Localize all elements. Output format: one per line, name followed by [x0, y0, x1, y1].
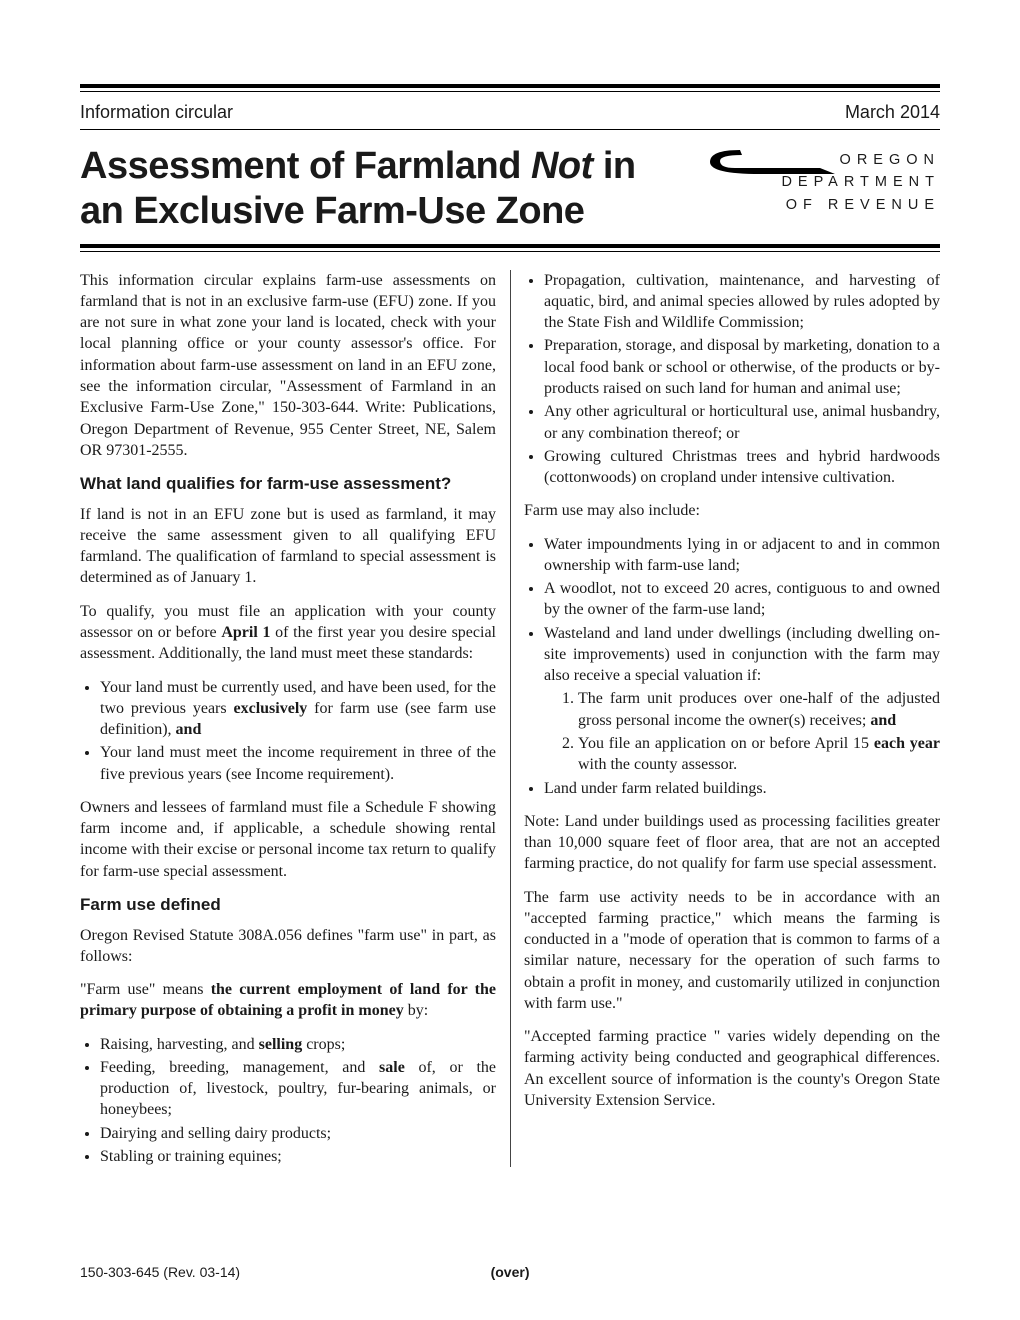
- u1c: crops;: [302, 1036, 345, 1053]
- title-em: Not: [531, 145, 593, 187]
- use-item-3: Dairying and selling dairy products;: [100, 1123, 496, 1144]
- use-item-4: Stabling or training equines;: [100, 1146, 496, 1167]
- q1b: exclusively: [234, 700, 308, 717]
- footer: 150-303-645 (Rev. 03-14) (over): [80, 1264, 940, 1280]
- use-item-6: Preparation, storage, and disposal by ma…: [544, 335, 940, 399]
- para-note: Note: Land under buildings used as proce…: [524, 811, 940, 875]
- i31b: and: [870, 712, 896, 729]
- dept-l2: DEPARTMENT: [781, 174, 940, 190]
- dept-l1: OREGON: [840, 152, 940, 168]
- title-line2: an Exclusive Farm-Use Zone: [80, 190, 584, 232]
- para-statute: Oregon Revised Statute 308A.056 defines …: [80, 925, 496, 968]
- include-list: Water impoundments lying in or adjacent …: [524, 534, 940, 799]
- para-qualify-1: If land is not in an EFU zone but is use…: [80, 504, 496, 589]
- inc3-sub-1: The farm unit produces over one-half of …: [578, 688, 940, 731]
- u2a: Feeding, breeding, management, and: [100, 1059, 379, 1076]
- i32c: with the county assessor.: [578, 756, 737, 773]
- dept-block: OREGON DEPARTMENT OF REVENUE: [700, 144, 940, 216]
- body-columns: This information circular explains farm-…: [80, 270, 940, 1168]
- title-pre: Assessment of Farmland: [80, 145, 531, 187]
- qualify-list: Your land must be currently used, and ha…: [80, 677, 496, 785]
- u2b: sale: [379, 1059, 405, 1076]
- inc-item-4: Land under farm related buildings.: [544, 778, 940, 799]
- inc3-sublist: The farm unit produces over one-half of …: [544, 688, 940, 775]
- para-schedule-f: Owners and lessees of farmland must file…: [80, 797, 496, 882]
- inc-item-1: Water impoundments lying in or adjacent …: [544, 534, 940, 577]
- top-rule-thick: [80, 84, 940, 88]
- farm-use-list-b: Propagation, cultivation, maintenance, a…: [524, 270, 940, 489]
- dept-l3: OF REVENUE: [786, 197, 940, 213]
- qualify-item-2: Your land must meet the income requireme…: [100, 742, 496, 785]
- title-rule-thin: [80, 251, 940, 252]
- para-farm-use-means: "Farm use" means the current employment …: [80, 979, 496, 1022]
- inc-item-2: A woodlot, not to exceed 20 acres, conti…: [544, 578, 940, 621]
- i32a: You file an application on or before Apr…: [578, 735, 874, 752]
- para-qualify-2: To qualify, you must file an application…: [80, 601, 496, 665]
- qualify-item-1: Your land must be currently used, and ha…: [100, 677, 496, 741]
- use-item-5: Propagation, cultivation, maintenance, a…: [544, 270, 940, 334]
- para-accepted-practice: The farm use activity needs to be in acc…: [524, 887, 940, 1015]
- header-row: Information circular March 2014: [80, 92, 940, 127]
- footer-spacer: [780, 1264, 940, 1280]
- title-rule-thick: [80, 244, 940, 248]
- p6a: "Farm use" means: [80, 981, 211, 998]
- header-left: Information circular: [80, 102, 233, 123]
- u1b: selling: [259, 1036, 303, 1053]
- inc3-sub-2: You file an application on or before Apr…: [578, 733, 940, 776]
- heading-farm-use: Farm use defined: [80, 894, 496, 917]
- page: Information circular March 2014 Assessme…: [0, 0, 1020, 1320]
- header-right: March 2014: [845, 102, 940, 123]
- footer-center: (over): [240, 1264, 780, 1280]
- heading-qualifies: What land qualifies for farm-use assessm…: [80, 473, 496, 496]
- inc-item-3: Wasteland and land under dwellings (incl…: [544, 623, 940, 776]
- use-item-8: Growing cultured Christmas trees and hyb…: [544, 446, 940, 489]
- farm-use-list-a: Raising, harvesting, and selling crops; …: [80, 1034, 496, 1168]
- p6c: by:: [404, 1002, 428, 1019]
- para-varies: "Accepted farming practice " varies wide…: [524, 1026, 940, 1111]
- p3b: April 1: [221, 624, 270, 641]
- use-item-7: Any other agricultural or horticultural …: [544, 401, 940, 444]
- i32b: each year: [874, 735, 940, 752]
- para-may-include: Farm use may also include:: [524, 500, 940, 521]
- title-post: in: [593, 145, 636, 187]
- intro-paragraph: This information circular explains farm-…: [80, 270, 496, 461]
- u1a: Raising, harvesting, and: [100, 1036, 259, 1053]
- use-item-1: Raising, harvesting, and selling crops;: [100, 1034, 496, 1055]
- footer-left: 150-303-645 (Rev. 03-14): [80, 1264, 240, 1280]
- q1d: and: [176, 721, 202, 738]
- title-row: Assessment of Farmland Not in an Exclusi…: [80, 130, 940, 242]
- page-title: Assessment of Farmland Not in an Exclusi…: [80, 144, 670, 234]
- use-item-2: Feeding, breeding, management, and sale …: [100, 1057, 496, 1121]
- inc3: Wasteland and land under dwellings (incl…: [544, 625, 940, 685]
